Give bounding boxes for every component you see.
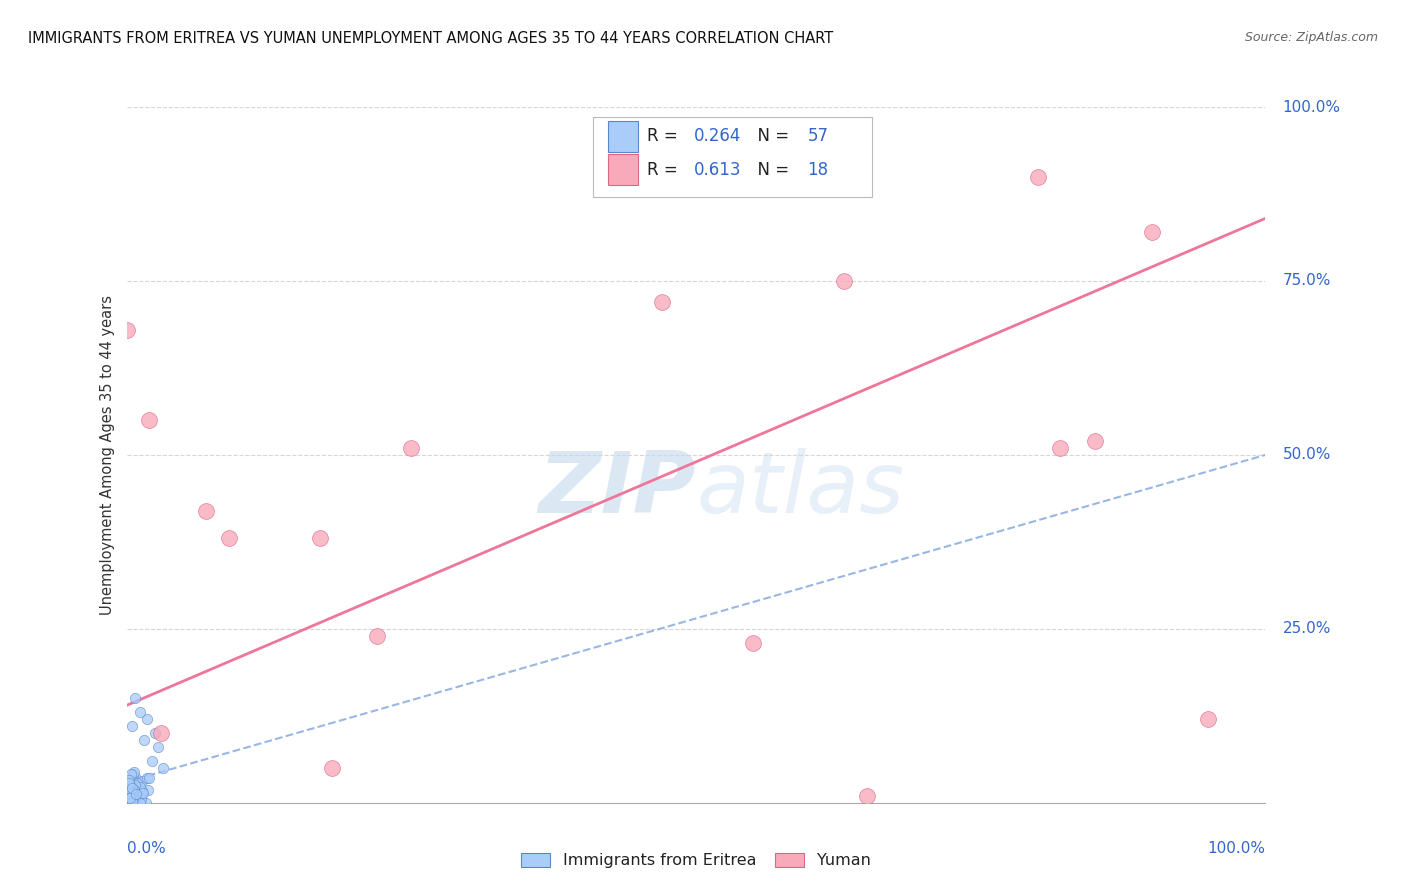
Point [401,441,423,455]
Point [131,774,153,789]
Point [129,796,152,810]
Point [136,782,159,797]
Point [125,787,148,801]
Point [122,794,145,808]
Point [1084,434,1107,448]
Text: 50.0%: 50.0% [1282,448,1331,462]
Point [129,706,152,720]
Point [135,796,157,810]
Point [129,791,152,805]
Point [124,770,146,784]
Point [138,771,160,785]
Point [117,780,139,795]
Text: 100.0%: 100.0% [1282,100,1340,114]
Point [1198,712,1220,726]
Point [366,629,388,643]
Text: 25.0%: 25.0% [1282,622,1331,636]
Point [120,783,142,797]
Point [124,795,146,809]
Point [124,776,146,790]
Point [195,503,218,517]
Point [131,784,153,798]
FancyBboxPatch shape [593,118,873,197]
Point [118,773,141,788]
Text: Source: ZipAtlas.com: Source: ZipAtlas.com [1244,31,1378,45]
Text: 0.0%: 0.0% [127,841,166,856]
Point [321,761,343,775]
Point [651,294,673,309]
Point [128,788,150,802]
Point [132,733,155,747]
Point [148,740,170,755]
Point [138,413,160,427]
Text: 0.613: 0.613 [693,161,741,178]
Point [121,792,143,806]
Point [117,795,139,809]
Point [121,781,143,796]
Point [115,792,138,806]
FancyBboxPatch shape [609,121,638,152]
Point [120,776,142,790]
Legend: Immigrants from Eritrea, Yuman: Immigrants from Eritrea, Yuman [515,847,877,875]
Point [122,782,145,797]
Point [218,532,240,546]
Point [122,791,145,805]
Text: R =: R = [647,128,683,145]
Text: 0.264: 0.264 [693,128,741,145]
Point [115,791,138,805]
Point [122,765,145,780]
Point [120,779,142,793]
Point [121,787,143,801]
Point [1026,169,1049,184]
Y-axis label: Unemployment Among Ages 35 to 44 years: Unemployment Among Ages 35 to 44 years [100,295,115,615]
Point [855,789,877,803]
Point [141,754,163,768]
Text: N =: N = [747,161,794,178]
Text: atlas: atlas [696,448,904,532]
Point [122,773,145,788]
Point [120,779,142,793]
Point [832,274,855,288]
Point [118,790,141,805]
Text: 75.0%: 75.0% [1282,274,1331,288]
Point [117,784,139,798]
Text: 100.0%: 100.0% [1208,841,1265,856]
Point [131,786,153,800]
Point [136,712,159,726]
Text: ZIP: ZIP [538,448,696,532]
Point [118,791,141,805]
Point [118,787,141,801]
Point [118,784,141,798]
Point [136,772,159,786]
Point [132,786,155,800]
Point [149,726,172,740]
Point [117,776,139,790]
Point [127,776,149,790]
Point [742,636,765,650]
Point [1140,225,1163,239]
Point [309,532,332,546]
Point [120,767,142,781]
Point [115,323,138,337]
Point [120,795,142,809]
Point [121,719,143,733]
Point [152,761,174,775]
Text: 57: 57 [807,128,828,145]
Point [125,774,148,789]
Point [121,796,143,810]
Text: IMMIGRANTS FROM ERITREA VS YUMAN UNEMPLOYMENT AMONG AGES 35 TO 44 YEARS CORRELAT: IMMIGRANTS FROM ERITREA VS YUMAN UNEMPLO… [28,31,834,46]
Point [122,767,145,781]
Point [124,691,146,706]
Text: N =: N = [747,128,794,145]
Point [143,726,166,740]
Point [125,788,148,802]
Text: 18: 18 [807,161,828,178]
Text: R =: R = [647,161,683,178]
Point [122,773,145,788]
FancyBboxPatch shape [609,154,638,185]
Point [124,778,146,792]
Point [1049,441,1071,455]
Point [129,780,152,795]
